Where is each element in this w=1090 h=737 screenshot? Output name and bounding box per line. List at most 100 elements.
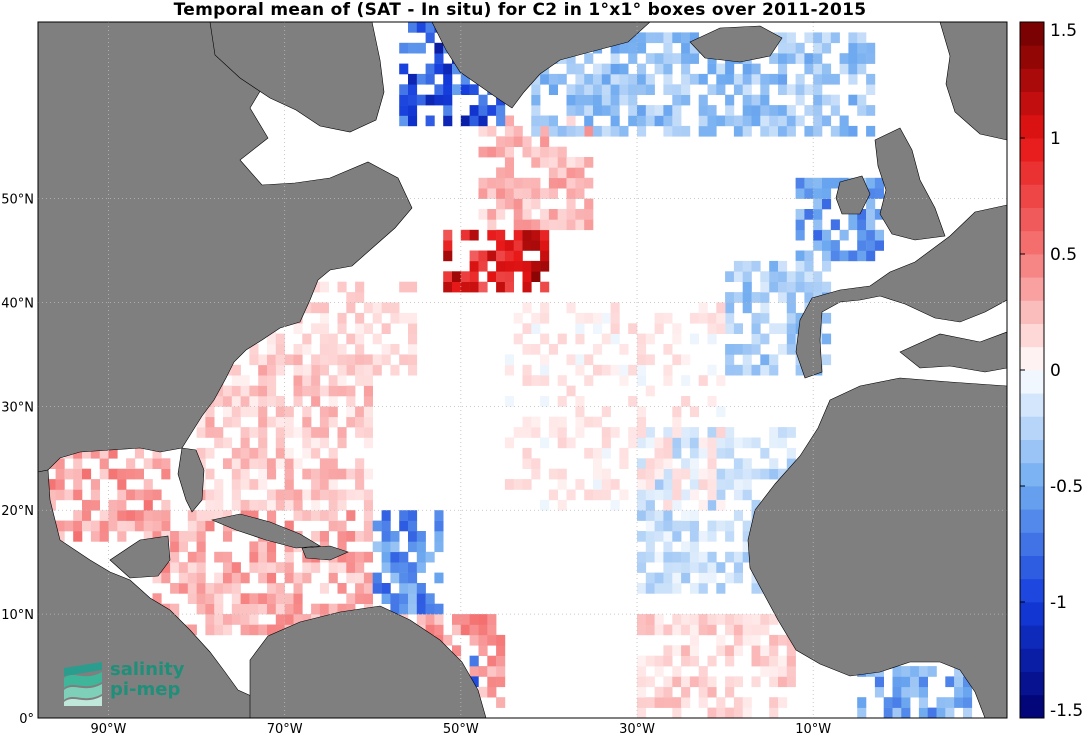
data-cell [143,520,153,532]
data-cell [584,198,594,210]
data-cell [575,188,585,199]
data-cell [117,531,127,542]
data-cell [645,458,655,469]
data-cell [707,115,717,127]
data-cell [214,396,224,407]
land-europe [795,204,1007,379]
data-cell [716,499,726,511]
colorbar-tick-label: 0 [1050,361,1061,381]
data-cell [822,32,832,44]
data-cell [857,63,867,75]
data-cell [249,406,259,418]
data-cell [134,447,144,459]
data-cell [346,416,356,428]
data-cell [751,312,761,324]
data-cell [531,177,541,189]
data-cell [557,146,567,158]
data-cell [434,53,444,64]
data-cell [945,707,955,718]
data-cell [672,562,682,573]
data-cell [910,666,920,677]
data-cell [143,531,153,542]
data-cell [496,167,506,179]
data-cell [716,468,726,480]
data-cell [918,697,928,708]
data-cell [540,396,550,407]
data-cell [804,250,814,262]
data-cell [557,157,567,168]
data-cell [654,551,664,563]
data-cell [786,115,796,127]
data-cell [672,572,682,584]
data-cell [742,281,752,293]
data-cell [689,42,699,54]
data-cell [311,323,321,334]
data-cell [733,707,743,718]
data-cell [443,281,453,293]
longitude-tick-label: 70°W [267,722,303,737]
data-cell [786,458,796,469]
data-cell [487,614,497,625]
data-cell [786,281,796,293]
data-cell [355,312,365,324]
data-cell [795,219,805,231]
data-cell [249,603,259,615]
data-cell [733,115,743,127]
data-cell [223,396,233,407]
data-cell [531,115,541,127]
data-cell [742,125,752,137]
data-cell [566,219,576,231]
data-cell [681,437,691,449]
data-cell [778,271,788,282]
data-cell [769,676,779,688]
data-cell [637,115,647,127]
data-cell [196,593,206,604]
colorbar-segment [1020,207,1044,232]
data-cell [293,364,303,376]
colorbar-segment [1020,486,1044,510]
data-cell [346,302,356,314]
data-cell [786,676,796,688]
data-cell [249,354,259,366]
data-cell [346,572,356,584]
data-cell [275,396,285,407]
data-cell [73,520,83,532]
data-cell [654,323,664,334]
data-cell [231,364,241,376]
data-cell [760,115,770,127]
data-cell [548,73,558,85]
data-cell [443,634,453,646]
data-cell [487,125,497,137]
data-cell [161,510,171,521]
data-cell [249,624,259,636]
data-cell [425,551,435,563]
data-cell [698,468,708,480]
data-cell [760,364,770,376]
data-cell [610,105,620,116]
data-cell [293,583,303,594]
data-cell [293,396,303,407]
data-cell [487,209,497,220]
data-cell [152,520,162,532]
data-cell [434,63,444,75]
data-cell [513,198,523,210]
data-cell [601,94,611,106]
data-cell [813,115,823,127]
data-cell [346,603,356,615]
data-cell [707,458,717,469]
data-cell [267,416,277,428]
data-cell [443,240,453,251]
data-cell [434,572,444,584]
data-cell [390,551,400,563]
data-cell [231,499,241,511]
data-cell [522,219,532,231]
data-cell [408,115,418,127]
data-cell [399,354,409,366]
data-cell [769,105,779,116]
data-cell [319,364,329,376]
colorbar-segment [1020,114,1044,139]
data-cell [593,105,603,116]
data-cell [284,562,294,573]
data-cell [240,375,250,386]
data-cell [698,676,708,688]
